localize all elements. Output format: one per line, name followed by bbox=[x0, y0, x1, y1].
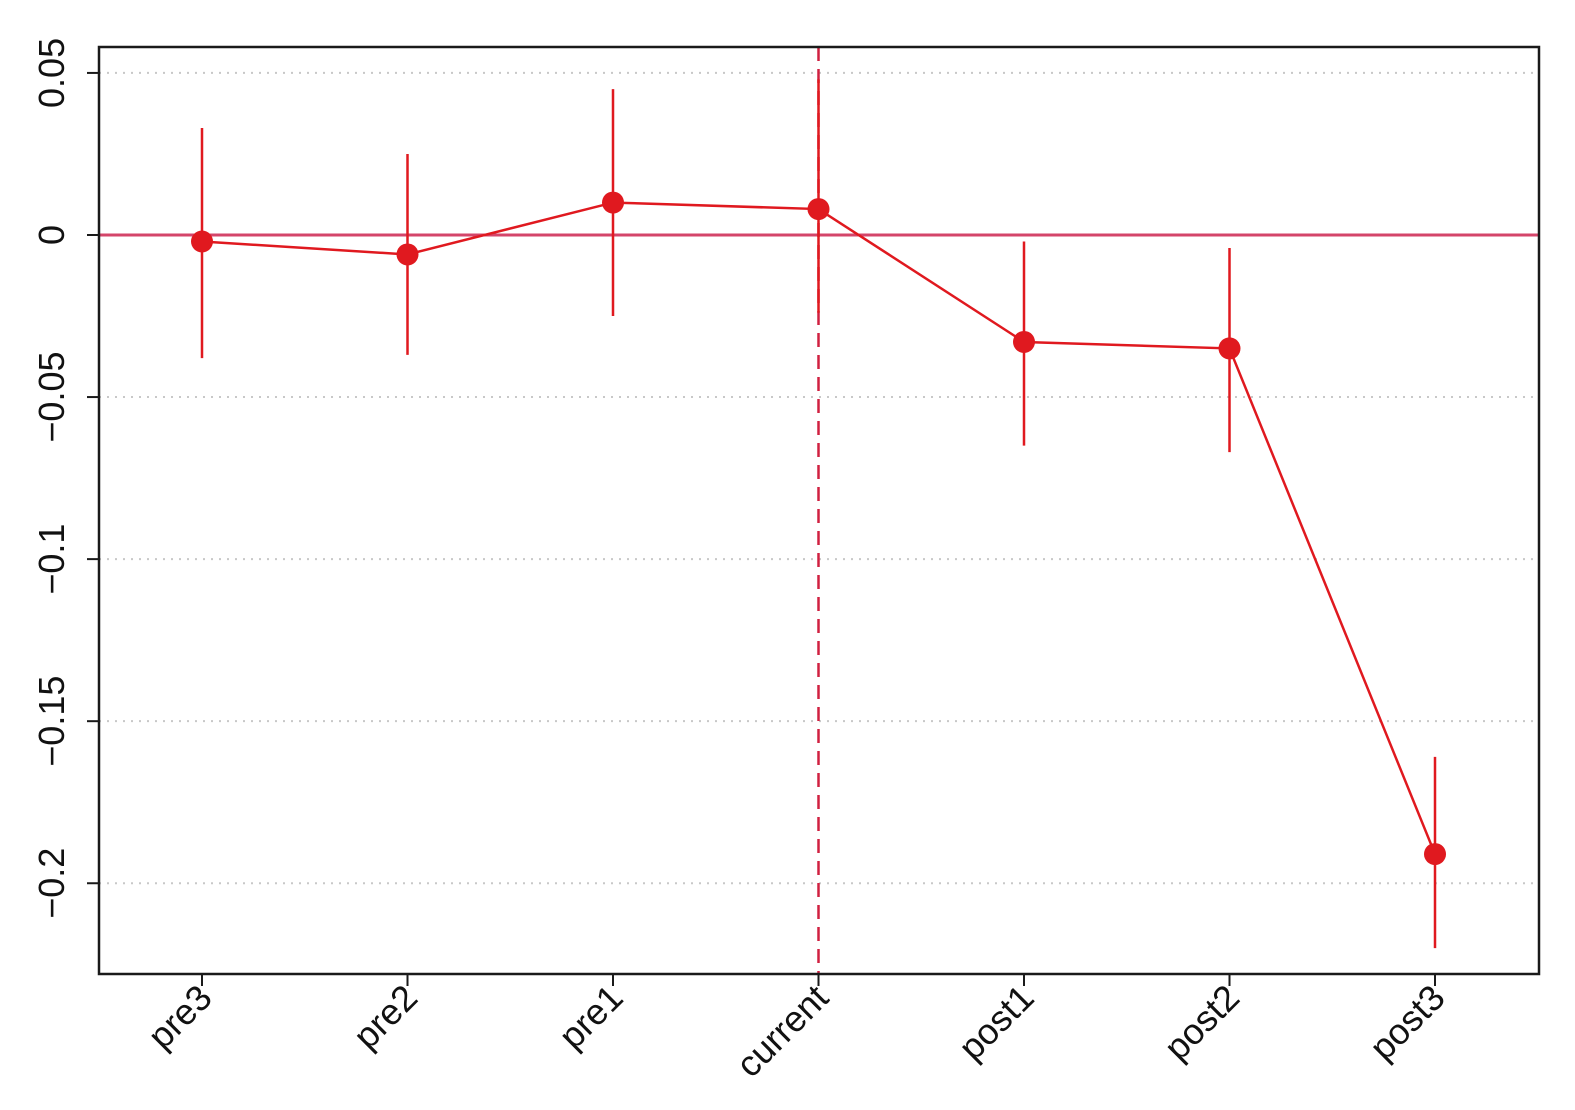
data-point bbox=[1218, 337, 1241, 360]
data-point bbox=[602, 191, 624, 214]
x-axis: pre3 pre2 pre1 current post1 post2 post3 bbox=[140, 974, 1453, 1085]
data-points bbox=[191, 191, 1446, 866]
y-tick-label: 0.05 bbox=[31, 38, 72, 108]
data-point bbox=[807, 198, 830, 221]
x-tick-label: pre1 bbox=[551, 977, 631, 1057]
x-tick-label: post3 bbox=[1361, 977, 1452, 1068]
x-tick-label: pre2 bbox=[345, 977, 425, 1057]
y-tick-label: −0.2 bbox=[31, 848, 72, 919]
y-tick-label: −0.15 bbox=[31, 676, 72, 767]
y-tick-label: 0 bbox=[31, 225, 72, 245]
y-axis: 0.05 0 −0.05 −0.1 −0.15 −0.2 bbox=[31, 38, 99, 919]
y-tick-label: −0.05 bbox=[31, 352, 72, 443]
data-point bbox=[396, 243, 419, 266]
data-point bbox=[191, 230, 213, 253]
x-tick-label: current bbox=[728, 977, 836, 1085]
data-point bbox=[1013, 330, 1035, 353]
x-tick-label: pre3 bbox=[140, 977, 220, 1057]
data-point bbox=[1424, 843, 1446, 866]
y-tick-label: −0.1 bbox=[31, 524, 72, 595]
x-tick-label: post2 bbox=[1156, 977, 1247, 1068]
x-tick-label: post1 bbox=[950, 977, 1041, 1068]
